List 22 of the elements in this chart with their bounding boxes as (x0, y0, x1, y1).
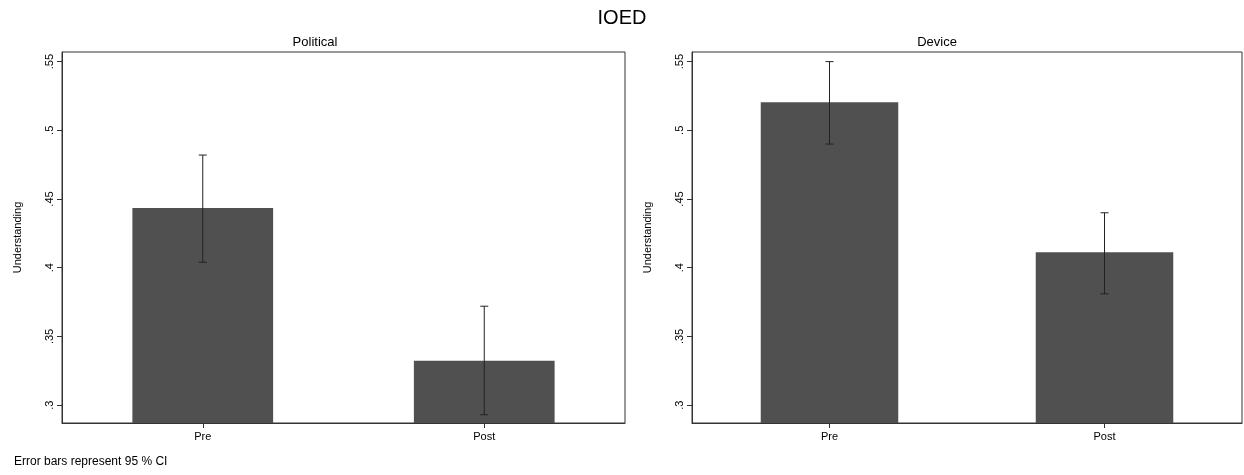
x-tick-label: Post (1093, 429, 1116, 442)
y-tick-label: .5 (672, 125, 685, 135)
y-tick-label: .55 (672, 53, 685, 70)
text: Error bars represent 95 % CI (14, 454, 168, 468)
x-tick-label: Post (473, 429, 496, 442)
y-tick-label: .55 (42, 53, 55, 70)
y-tick-label: .35 (42, 328, 55, 345)
y-tick-label: .4 (42, 263, 55, 273)
y-tick-label: .3 (672, 400, 685, 410)
y-axis-title: Understanding (10, 201, 23, 274)
y-tick-label: .5 (42, 125, 55, 135)
chart-subtitle: Political (292, 34, 338, 49)
y-tick-label: .45 (42, 191, 55, 207)
chart-title: IOED (596, 6, 648, 29)
x-tick-label: Pre (194, 429, 212, 442)
x-tick-label: Pre (820, 429, 839, 442)
y-tick-label: .35 (672, 328, 685, 345)
chart-subtitle: Device (917, 34, 957, 49)
y-tick-label: .4 (672, 263, 685, 273)
y-tick-label: .3 (42, 400, 55, 410)
y-tick-label: .45 (672, 191, 685, 207)
y-axis-title: Understanding (640, 201, 653, 274)
